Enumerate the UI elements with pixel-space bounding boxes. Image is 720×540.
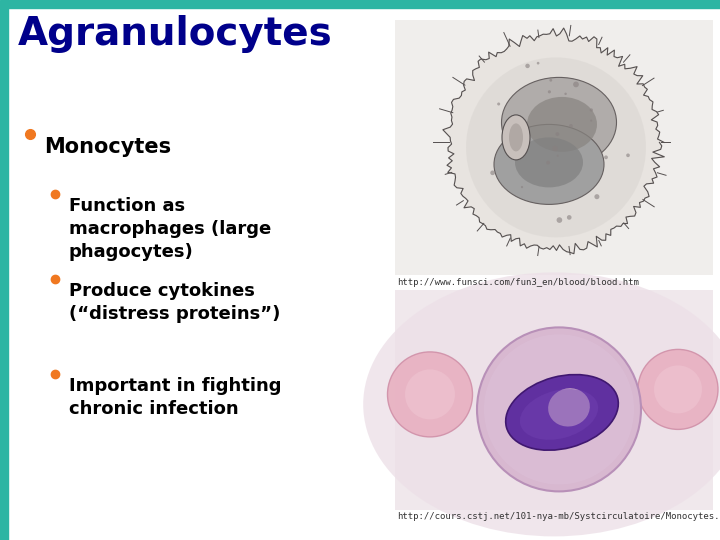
Circle shape bbox=[557, 154, 559, 157]
Text: Monocytes: Monocytes bbox=[44, 137, 171, 157]
Text: Produce cytokines
(“distress proteins”): Produce cytokines (“distress proteins”) bbox=[69, 282, 280, 323]
Circle shape bbox=[490, 171, 495, 175]
Circle shape bbox=[497, 103, 500, 105]
Circle shape bbox=[546, 161, 550, 165]
Ellipse shape bbox=[502, 77, 616, 167]
Text: http://cours.cstj.net/101-nya-mb/Systcirculatoire/Monocytes.JPG: http://cours.cstj.net/101-nya-mb/Systcir… bbox=[397, 512, 720, 521]
Text: http://www.funsci.com/fun3_en/blood/blood.htm: http://www.funsci.com/fun3_en/blood/bloo… bbox=[397, 278, 639, 287]
Ellipse shape bbox=[502, 115, 530, 160]
Circle shape bbox=[477, 327, 641, 491]
Circle shape bbox=[526, 64, 530, 68]
Text: Important in fighting
chronic infection: Important in fighting chronic infection bbox=[69, 377, 282, 418]
Circle shape bbox=[590, 119, 593, 122]
Circle shape bbox=[536, 62, 539, 65]
Ellipse shape bbox=[515, 137, 583, 187]
Ellipse shape bbox=[654, 366, 702, 414]
Bar bbox=[0, 0, 720, 8]
Circle shape bbox=[516, 118, 521, 122]
Circle shape bbox=[573, 82, 579, 87]
Ellipse shape bbox=[405, 369, 455, 420]
Ellipse shape bbox=[527, 97, 597, 152]
Circle shape bbox=[626, 153, 630, 157]
Circle shape bbox=[555, 132, 559, 136]
Ellipse shape bbox=[638, 349, 718, 429]
Circle shape bbox=[516, 123, 522, 129]
Ellipse shape bbox=[520, 389, 598, 440]
Circle shape bbox=[590, 109, 593, 112]
Text: Agranulocytes: Agranulocytes bbox=[18, 15, 333, 53]
Ellipse shape bbox=[509, 124, 523, 151]
Circle shape bbox=[484, 334, 634, 484]
Circle shape bbox=[604, 156, 608, 159]
Circle shape bbox=[595, 194, 600, 199]
Ellipse shape bbox=[548, 388, 590, 427]
Circle shape bbox=[567, 215, 572, 220]
Ellipse shape bbox=[466, 57, 646, 238]
Bar bbox=[0, 8, 8, 540]
Polygon shape bbox=[443, 28, 665, 254]
Ellipse shape bbox=[494, 124, 604, 205]
Ellipse shape bbox=[363, 272, 720, 536]
Ellipse shape bbox=[505, 375, 618, 450]
Circle shape bbox=[548, 90, 551, 93]
Circle shape bbox=[521, 186, 523, 188]
Circle shape bbox=[564, 93, 567, 95]
Circle shape bbox=[557, 217, 562, 223]
Circle shape bbox=[569, 124, 573, 128]
Circle shape bbox=[552, 146, 558, 151]
Ellipse shape bbox=[387, 352, 472, 437]
Text: Function as
macrophages (large
phagocytes): Function as macrophages (large phagocyte… bbox=[69, 197, 271, 261]
Circle shape bbox=[549, 79, 552, 82]
Bar bbox=[395, 290, 713, 510]
Bar bbox=[395, 20, 713, 275]
